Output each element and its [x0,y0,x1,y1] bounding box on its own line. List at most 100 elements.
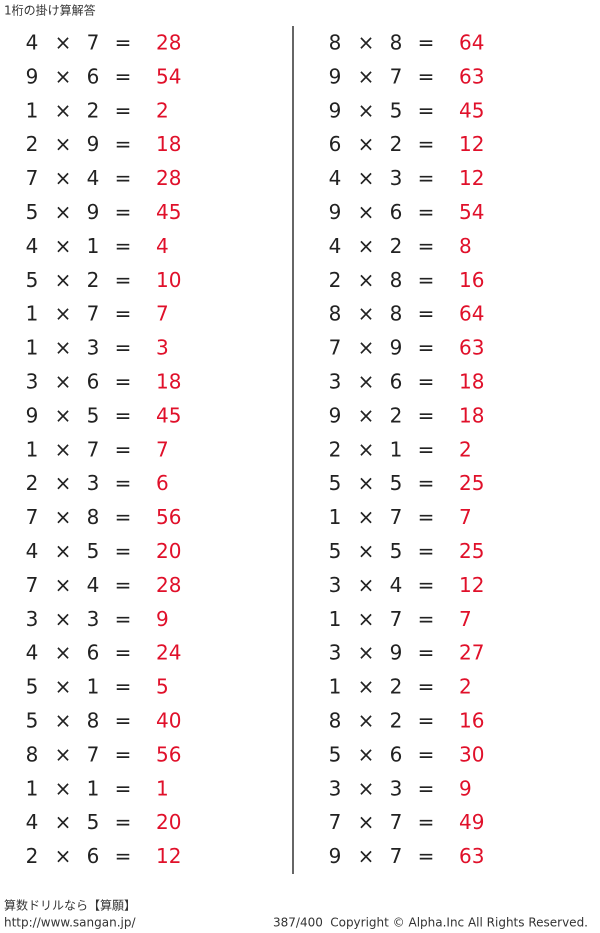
equals-sign: = [115,31,132,55]
operand: 3 [87,471,100,495]
times-sign: × [358,471,375,495]
equals-sign: = [418,505,435,529]
times-sign: × [358,166,375,190]
answer: 45 [459,98,484,122]
equals-sign: = [418,675,435,699]
operand: 4 [329,166,342,190]
answer: 45 [156,200,181,224]
times-sign: × [358,302,375,326]
operand: 2 [329,437,342,461]
operand: 5 [329,471,342,495]
equals-sign: = [115,336,132,360]
operand: 2 [87,268,100,292]
operand: 5 [390,539,403,563]
times-sign: × [55,64,72,88]
operand: 9 [329,200,342,224]
times-sign: × [55,539,72,563]
times-sign: × [358,234,375,258]
operand: 2 [26,471,39,495]
operand: 5 [390,471,403,495]
operand: 9 [87,200,100,224]
times-sign: × [358,810,375,834]
operand: 3 [87,607,100,631]
answer: 4 [156,234,169,258]
operand: 4 [87,573,100,597]
times-sign: × [358,437,375,461]
answer: 63 [459,64,484,88]
operand: 8 [87,505,100,529]
operand: 2 [390,132,403,156]
operand: 7 [87,31,100,55]
answer: 28 [156,166,181,190]
answer: 1 [156,776,169,800]
operand: 7 [87,437,100,461]
answer: 27 [459,641,484,665]
times-sign: × [358,370,375,394]
answer: 45 [156,403,181,427]
answer: 20 [156,810,181,834]
equals-sign: = [115,64,132,88]
equals-sign: = [418,641,435,665]
answer: 28 [156,31,181,55]
equals-sign: = [418,132,435,156]
answer: 54 [459,200,484,224]
equals-sign: = [418,539,435,563]
equals-sign: = [115,370,132,394]
equals-sign: = [418,268,435,292]
times-sign: × [358,776,375,800]
answer: 64 [459,31,484,55]
answer: 16 [459,709,484,733]
answer: 25 [459,539,484,563]
answer: 49 [459,810,484,834]
equals-sign: = [418,437,435,461]
operand: 6 [87,641,100,665]
equals-sign: = [115,505,132,529]
operand: 3 [26,370,39,394]
operand: 5 [390,98,403,122]
equals-sign: = [115,607,132,631]
answer: 3 [156,336,169,360]
equals-sign: = [115,641,132,665]
times-sign: × [55,200,72,224]
equals-sign: = [115,776,132,800]
operand: 8 [329,31,342,55]
answer: 2 [459,437,472,461]
times-sign: × [55,132,72,156]
equals-sign: = [115,675,132,699]
times-sign: × [358,268,375,292]
equals-sign: = [115,98,132,122]
operand: 2 [390,403,403,427]
operand: 1 [329,607,342,631]
answer: 9 [459,776,472,800]
answer: 12 [459,573,484,597]
operand: 7 [390,844,403,868]
answer: 40 [156,709,181,733]
operand: 1 [87,675,100,699]
operand: 7 [390,505,403,529]
operand: 9 [329,98,342,122]
answer: 56 [156,505,181,529]
operand: 4 [26,234,39,258]
operand: 4 [329,234,342,258]
times-sign: × [55,641,72,665]
operand: 4 [26,810,39,834]
operand: 9 [390,641,403,665]
operand: 1 [26,302,39,326]
times-sign: × [358,98,375,122]
equals-sign: = [418,573,435,597]
equals-sign: = [115,539,132,563]
operand: 1 [26,98,39,122]
times-sign: × [55,844,72,868]
operand: 1 [390,437,403,461]
times-sign: × [55,403,72,427]
answer: 54 [156,64,181,88]
answer: 2 [459,675,472,699]
times-sign: × [55,336,72,360]
equals-sign: = [418,471,435,495]
title: 1桁の掛け算解答 [4,3,96,18]
operand: 7 [26,505,39,529]
equals-sign: = [115,268,132,292]
times-sign: × [358,675,375,699]
answer: 10 [156,268,181,292]
